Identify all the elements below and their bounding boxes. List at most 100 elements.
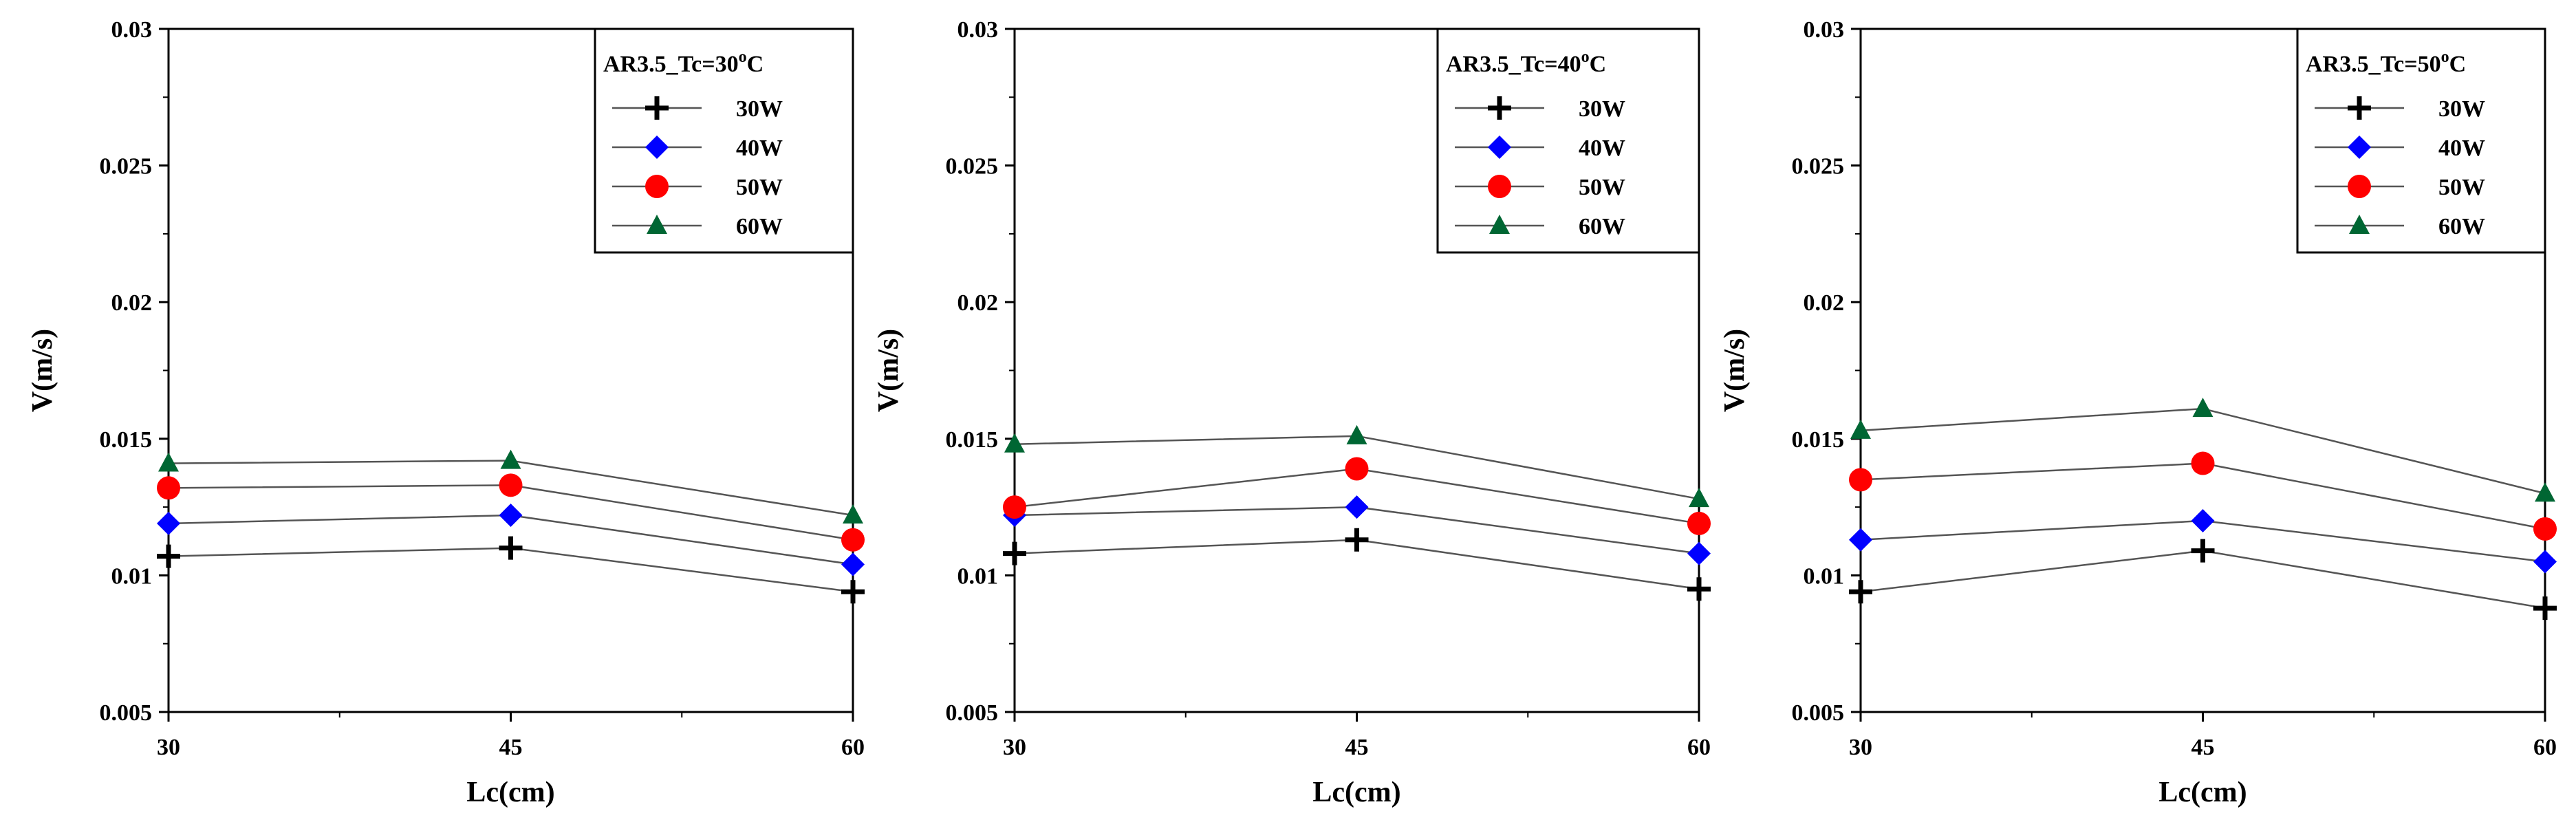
series-markers-60W: [158, 449, 863, 524]
legend-label: 60W: [2438, 214, 2485, 239]
y-tick-label: 0.005: [100, 700, 153, 726]
data-point: [500, 449, 521, 469]
marker-triangle: [843, 504, 863, 524]
data-point: [1003, 495, 1026, 519]
legend-entry-30W: 30W: [612, 96, 783, 122]
series-markers-60W: [1850, 398, 2555, 502]
data-point: [843, 504, 863, 524]
marker-plus: [1849, 580, 1872, 604]
marker-diamond: [2191, 508, 2215, 532]
legend-box: [1436, 28, 1700, 254]
legend-box: [2296, 28, 2546, 254]
chart-panel-3: 0.005 0.01 0.015 0.02 0.025 0.03 30 45 60 Lc(cm) V…: [1719, 17, 2557, 808]
x-tick-label: 60: [1687, 735, 1711, 760]
y-tick-label: 0.005: [1792, 700, 1845, 726]
data-point: [499, 504, 523, 528]
data-point: [2191, 451, 2215, 475]
legend-label: 50W: [1579, 175, 1625, 200]
legend-title: AR3.5_Tc=30oC: [603, 48, 764, 77]
marker-plus: [645, 96, 669, 120]
series-markers-50W: [157, 473, 865, 552]
x-tick-label: 45: [2191, 735, 2215, 760]
data-point: [1849, 528, 1872, 552]
legend-label: 60W: [736, 214, 783, 239]
marker-plus: [1003, 541, 1026, 565]
legend-title-degree: o: [2441, 48, 2449, 66]
data-point: [158, 452, 179, 472]
data-point: [1689, 488, 1709, 508]
marker-circle: [841, 528, 865, 552]
marker-triangle: [2349, 215, 2370, 234]
data-point: [2191, 539, 2215, 563]
marker-triangle: [1004, 433, 1025, 453]
y-tick-label: 0.015: [100, 427, 153, 453]
legend-title-unit: C: [1590, 52, 1607, 77]
marker-diamond: [1345, 495, 1369, 519]
y-axis-title: V(m/s): [1719, 329, 1751, 412]
series-markers-50W: [1003, 457, 1711, 535]
legend: AR3.5_Tc=30oC 30W 40W 50W 60W: [594, 28, 854, 254]
data-point: [1003, 541, 1026, 565]
legend-title-main: AR3.5_Tc=30: [603, 52, 739, 77]
legend-label: 50W: [2438, 175, 2485, 200]
x-tick-label: 30: [1003, 735, 1026, 760]
y-tick-label: 0.02: [1804, 290, 1845, 316]
legend-entry-60W: 60W: [612, 214, 783, 239]
x-tick-label: 60: [841, 735, 865, 760]
legend-entry-40W: 40W: [2315, 136, 2485, 161]
x-tick-label: 30: [1849, 735, 1872, 760]
legend-entry-30W: 30W: [2315, 96, 2485, 122]
legend-label: 50W: [736, 175, 783, 200]
legend-title-main: AR3.5_Tc=50: [2306, 52, 2441, 77]
marker-circle: [1849, 468, 1872, 492]
series-markers-30W: [157, 536, 865, 604]
legend: AR3.5_Tc=40oC 30W 40W 50W 60W: [1436, 28, 1700, 254]
marker-circle: [1488, 175, 1511, 198]
data-point: [1004, 433, 1025, 453]
legend-title-unit: C: [2449, 52, 2467, 77]
marker-diamond: [841, 552, 865, 576]
legend-title: AR3.5_Tc=40oC: [1446, 48, 1606, 77]
legend-title-degree: o: [1581, 48, 1590, 66]
y-tick-label: 0.03: [1804, 17, 1845, 43]
marker-diamond: [2533, 550, 2557, 574]
data-point: [1345, 528, 1369, 552]
marker-triangle: [2192, 398, 2214, 418]
legend-entry-40W: 40W: [1455, 136, 1625, 161]
marker-diamond: [1488, 136, 1511, 159]
data-point: [1687, 511, 1711, 535]
series-line-60W: [1860, 407, 2546, 495]
legend-label: 30W: [736, 96, 783, 122]
data-point: [841, 552, 865, 576]
data-point: [157, 476, 180, 500]
marker-plus: [1345, 528, 1369, 552]
marker-diamond: [1849, 528, 1872, 552]
y-axis-title: V(m/s): [873, 329, 905, 412]
marker-circle: [2533, 517, 2557, 541]
marker-triangle: [500, 449, 521, 469]
marker-diamond: [645, 136, 669, 159]
legend-box: [594, 28, 854, 254]
marker-circle: [2348, 175, 2371, 198]
legend-label: 30W: [1579, 96, 1625, 122]
data-point: [2533, 550, 2557, 574]
y-tick-label: 0.02: [957, 290, 999, 316]
marker-circle: [1345, 457, 1369, 481]
x-tick-label: 45: [499, 735, 523, 760]
legend-title-main: AR3.5_Tc=40: [1446, 52, 1581, 77]
data-point: [499, 536, 523, 560]
marker-diamond: [2348, 136, 2371, 159]
legend-label: 40W: [736, 136, 783, 161]
legend-title-degree: o: [739, 48, 747, 66]
legend-title: AR3.5_Tc=50oC: [2306, 48, 2466, 77]
data-point: [841, 580, 865, 604]
data-point: [2192, 398, 2214, 418]
marker-plus: [2533, 596, 2557, 620]
x-tick-label: 30: [157, 735, 180, 760]
marker-plus: [2348, 96, 2371, 120]
marker-circle: [1003, 495, 1026, 519]
legend-entry-50W: 50W: [612, 175, 783, 200]
data-point: [1850, 419, 1871, 439]
marker-plus: [1488, 96, 1511, 120]
y-tick-label: 0.03: [957, 17, 999, 43]
